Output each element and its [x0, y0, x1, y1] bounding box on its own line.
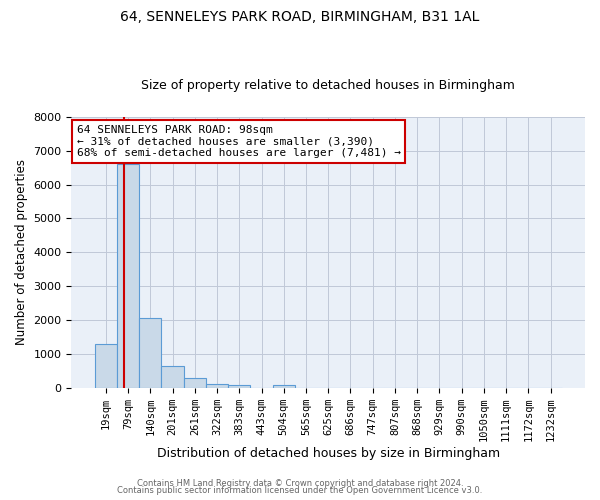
Bar	[95, 344, 117, 388]
Text: Contains public sector information licensed under the Open Government Licence v3: Contains public sector information licen…	[118, 486, 482, 495]
Text: 64, SENNELEYS PARK ROAD, BIRMINGHAM, B31 1AL: 64, SENNELEYS PARK ROAD, BIRMINGHAM, B31…	[121, 10, 479, 24]
Title: Size of property relative to detached houses in Birmingham: Size of property relative to detached ho…	[141, 79, 515, 92]
Bar	[206, 384, 228, 388]
X-axis label: Distribution of detached houses by size in Birmingham: Distribution of detached houses by size …	[157, 447, 500, 460]
Bar	[117, 164, 139, 388]
Bar	[184, 378, 206, 388]
Bar	[161, 366, 184, 388]
Y-axis label: Number of detached properties: Number of detached properties	[15, 160, 28, 346]
Text: 64 SENNELEYS PARK ROAD: 98sqm
← 31% of detached houses are smaller (3,390)
68% o: 64 SENNELEYS PARK ROAD: 98sqm ← 31% of d…	[77, 125, 401, 158]
Bar	[272, 384, 295, 388]
Bar	[139, 318, 161, 388]
Bar	[228, 386, 250, 388]
Text: Contains HM Land Registry data © Crown copyright and database right 2024.: Contains HM Land Registry data © Crown c…	[137, 478, 463, 488]
